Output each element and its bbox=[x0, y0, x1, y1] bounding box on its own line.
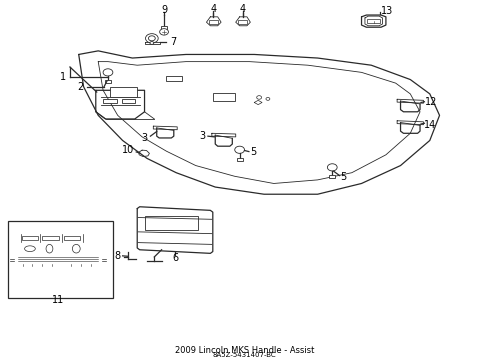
Circle shape bbox=[256, 96, 261, 99]
Bar bbox=[160, 26, 167, 29]
Ellipse shape bbox=[46, 244, 53, 253]
Bar bbox=[105, 80, 111, 83]
Bar bbox=[110, 87, 137, 98]
Text: 10: 10 bbox=[122, 145, 134, 155]
Circle shape bbox=[265, 98, 269, 100]
Text: 1: 1 bbox=[60, 72, 66, 82]
Circle shape bbox=[159, 29, 168, 35]
Ellipse shape bbox=[24, 246, 35, 252]
Text: 4: 4 bbox=[210, 4, 216, 14]
Text: 12: 12 bbox=[424, 97, 436, 107]
Circle shape bbox=[103, 69, 113, 76]
Text: 5: 5 bbox=[340, 172, 346, 183]
Circle shape bbox=[145, 34, 158, 43]
Text: 14: 14 bbox=[423, 120, 435, 130]
Text: 4: 4 bbox=[239, 4, 245, 14]
Text: 3: 3 bbox=[199, 131, 205, 141]
Circle shape bbox=[234, 146, 244, 153]
Text: 8A5Z-5431407-BC: 8A5Z-5431407-BC bbox=[212, 352, 276, 359]
Text: 13: 13 bbox=[381, 6, 393, 16]
Text: 9: 9 bbox=[161, 5, 167, 15]
Bar bbox=[166, 76, 182, 81]
Bar bbox=[329, 175, 334, 178]
Circle shape bbox=[327, 164, 336, 171]
Bar bbox=[212, 93, 234, 101]
Text: 2009 Lincoln MKS Handle - Assist: 2009 Lincoln MKS Handle - Assist bbox=[174, 346, 314, 355]
Text: 6: 6 bbox=[172, 253, 178, 263]
Text: 5: 5 bbox=[250, 147, 256, 157]
Text: 7: 7 bbox=[170, 37, 177, 47]
Bar bbox=[22, 236, 38, 240]
Text: 2: 2 bbox=[77, 82, 83, 92]
Text: 3: 3 bbox=[141, 132, 147, 143]
Ellipse shape bbox=[72, 244, 80, 253]
Bar bbox=[8, 221, 113, 298]
Bar bbox=[103, 99, 117, 103]
Bar bbox=[238, 20, 246, 24]
Bar bbox=[236, 158, 242, 161]
Circle shape bbox=[148, 36, 155, 41]
Bar bbox=[42, 236, 59, 240]
Text: 11: 11 bbox=[52, 295, 64, 305]
Circle shape bbox=[150, 41, 154, 44]
Bar bbox=[64, 236, 80, 240]
Bar bbox=[122, 99, 135, 103]
Text: 8: 8 bbox=[114, 251, 121, 261]
Bar bbox=[366, 19, 379, 23]
Bar bbox=[208, 20, 217, 24]
Bar bbox=[144, 216, 198, 230]
